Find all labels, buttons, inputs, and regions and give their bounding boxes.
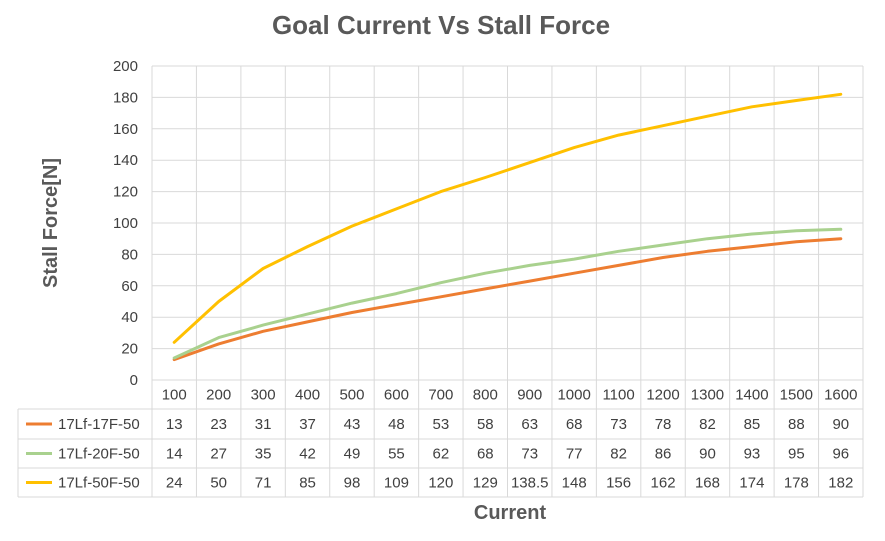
data-label: 82: [699, 416, 716, 433]
data-label: 182: [828, 475, 853, 492]
data-label: 27: [210, 446, 227, 463]
chart-title: Goal Current Vs Stall Force: [272, 10, 610, 40]
x-tick-label: 200: [206, 387, 231, 404]
data-label: 58: [477, 416, 494, 433]
y-tick-label: 40: [121, 309, 138, 326]
data-label: 63: [521, 416, 538, 433]
series-line: [172, 237, 843, 362]
y-tick-label: 200: [113, 58, 138, 75]
x-tick-label: 300: [251, 387, 276, 404]
data-label: 55: [388, 446, 405, 463]
x-axis-title: Current: [474, 502, 547, 524]
x-tick-label: 1100: [602, 387, 634, 404]
y-tick-label: 20: [121, 341, 138, 358]
data-label: 168: [695, 475, 720, 492]
data-label: 68: [566, 416, 583, 433]
data-table: 100 200 300 400 500 600 700 800 900 1000 1100 1200 1…: [17, 379, 864, 498]
data-label: 31: [255, 416, 272, 433]
y-tick-label: 180: [113, 89, 138, 106]
x-tick-label: 900: [517, 387, 542, 404]
data-label: 162: [651, 475, 676, 492]
x-tick-label: 1500: [780, 387, 813, 404]
data-label: 96: [832, 446, 849, 463]
x-tick-label: 800: [473, 387, 498, 404]
data-label: 90: [832, 416, 849, 433]
data-label: 53: [433, 416, 450, 433]
data-label: 23: [210, 416, 227, 433]
data-label: 14: [166, 446, 183, 463]
data-label: 43: [344, 416, 361, 433]
data-label: 68: [477, 446, 494, 463]
legend-entry: 17Lf-50F-50: [58, 475, 140, 492]
y-tick-label: 100: [113, 215, 138, 232]
y-tick-label: 120: [113, 184, 138, 201]
data-label: 98: [344, 475, 361, 492]
data-label: 73: [610, 416, 627, 433]
data-label: 148: [562, 475, 587, 492]
data-label: 62: [433, 446, 450, 463]
data-label: 109: [384, 475, 409, 492]
data-label: 42: [299, 446, 316, 463]
y-tick-label: 140: [113, 152, 138, 169]
data-label: 85: [744, 416, 761, 433]
data-label: 49: [344, 446, 361, 463]
x-tick-label: 100: [162, 387, 187, 404]
data-label: 35: [255, 446, 272, 463]
x-tick-label: 700: [428, 387, 453, 404]
data-label: 50: [210, 475, 227, 492]
x-tick-label: 1600: [824, 387, 857, 404]
y-tick-label: 160: [113, 121, 138, 138]
y-tick-label: 0: [130, 372, 138, 389]
data-label: 86: [655, 446, 672, 463]
legend-entry: 17Lf-17F-50: [58, 416, 140, 433]
x-tick-label: 1200: [646, 387, 679, 404]
data-label: 90: [699, 446, 716, 463]
x-tick-label: 1400: [735, 387, 768, 404]
data-label: 93: [744, 446, 761, 463]
series-line: [172, 92, 843, 344]
series-lines: [172, 92, 843, 362]
data-label: 73: [521, 446, 538, 463]
x-tick-label: 600: [384, 387, 409, 404]
y-tick-label: 80: [121, 246, 138, 263]
x-tick-label: 500: [339, 387, 364, 404]
y-tick-label: 60: [121, 278, 138, 295]
data-label: 48: [388, 416, 405, 433]
data-label: 138.5: [511, 475, 549, 492]
data-label: 37: [299, 416, 316, 433]
data-label: 77: [566, 446, 583, 463]
data-label: 95: [788, 446, 805, 463]
data-label: 174: [739, 475, 764, 492]
data-label: 82: [610, 446, 627, 463]
legend-entry: 17Lf-20F-50: [58, 446, 140, 463]
y-axis-ticks: 0 20 40 60 80 100 120 140 160 180 200: [113, 58, 138, 389]
x-tick-label: 1000: [557, 387, 590, 404]
data-label: 178: [784, 475, 809, 492]
data-label: 13: [166, 416, 183, 433]
data-label: 24: [166, 475, 183, 492]
series-line: [172, 227, 843, 360]
data-label: 71: [255, 475, 272, 492]
y-axis-title: Stall Force[N]: [40, 158, 62, 288]
data-label: 88: [788, 416, 805, 433]
data-label: 156: [606, 475, 631, 492]
data-label: 78: [655, 416, 672, 433]
data-label: 120: [428, 475, 453, 492]
x-tick-label: 1300: [691, 387, 724, 404]
data-label: 129: [473, 475, 498, 492]
data-label: 85: [299, 475, 316, 492]
x-tick-label: 400: [295, 387, 320, 404]
